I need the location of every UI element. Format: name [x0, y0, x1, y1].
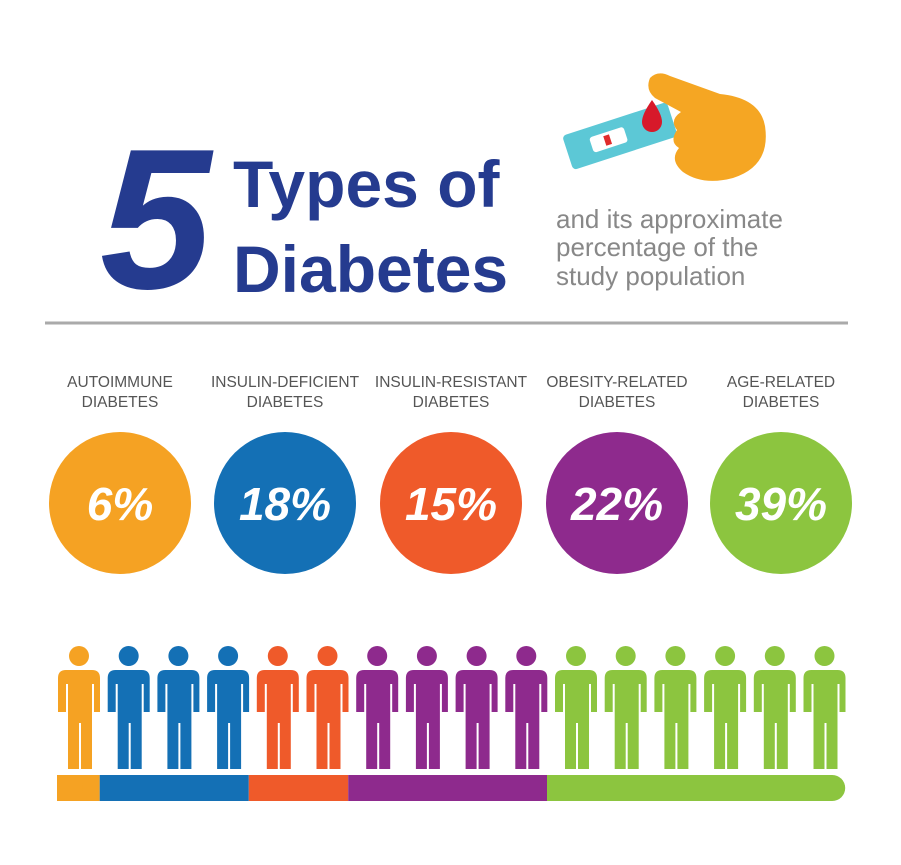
person-body — [356, 670, 399, 769]
bar-segment — [99, 775, 249, 801]
person-icon — [405, 646, 448, 769]
person-icon — [306, 646, 349, 769]
type-label: INSULIN-RESISTANT — [375, 374, 528, 391]
percent-label: 22% — [570, 478, 663, 530]
person-icon — [356, 646, 399, 769]
person-head — [764, 646, 785, 666]
percent-label: 18% — [239, 478, 331, 530]
person-body — [157, 670, 200, 769]
bar-cap — [57, 775, 83, 801]
person-head — [69, 646, 89, 666]
bar-segment — [547, 775, 833, 801]
type-label: OBESITY-RELATED — [546, 374, 687, 391]
test-strip-icon — [563, 73, 766, 181]
person-icon — [256, 646, 299, 769]
type-label: DIABETES — [82, 394, 159, 411]
big-number: 5 — [100, 108, 214, 331]
bar-segment — [248, 775, 349, 801]
type-label: DIABETES — [743, 394, 820, 411]
person-head — [615, 646, 636, 666]
person-head — [168, 646, 189, 666]
person-head — [317, 646, 338, 666]
person-icon — [505, 646, 548, 769]
person-body — [555, 670, 597, 769]
person-head — [665, 646, 686, 666]
person-head — [267, 646, 288, 666]
bar-cap — [819, 775, 846, 801]
person-icon — [58, 646, 100, 769]
person-head — [118, 646, 139, 666]
type-label: AUTOIMMUNE — [67, 374, 173, 391]
percent-label: 15% — [405, 478, 497, 530]
person-icon — [555, 646, 597, 769]
person-icon — [107, 646, 150, 769]
person-icon — [207, 646, 250, 769]
subtitle-line: and its approximate — [556, 204, 783, 234]
subtitle-line: study population — [556, 261, 745, 291]
person-head — [416, 646, 437, 666]
type-label: INSULIN-DEFICIENT — [211, 374, 360, 391]
person-head — [516, 646, 537, 666]
type-label: DIABETES — [247, 394, 324, 411]
person-body — [405, 670, 448, 769]
person-body — [604, 670, 647, 769]
person-body — [704, 670, 747, 769]
percent-circle — [710, 432, 852, 574]
percent-label: 39% — [735, 478, 827, 530]
person-icon — [654, 646, 697, 769]
person-head — [367, 646, 388, 666]
person-icon — [803, 646, 846, 769]
type-label: AGE-RELATED — [727, 374, 835, 391]
person-body — [207, 670, 250, 769]
person-icon — [604, 646, 647, 769]
percent-circle — [546, 432, 688, 574]
person-icon — [455, 646, 498, 769]
person-head — [466, 646, 487, 666]
person-head — [566, 646, 586, 666]
type-label: DIABETES — [413, 394, 490, 411]
percent-circle — [214, 432, 356, 574]
person-body — [58, 670, 100, 769]
percent-circle — [380, 432, 522, 574]
person-head — [715, 646, 736, 666]
person-body — [256, 670, 299, 769]
person-body — [654, 670, 697, 769]
person-icon — [704, 646, 747, 769]
person-icon — [753, 646, 796, 769]
person-body — [107, 670, 150, 769]
type-label: DIABETES — [579, 394, 656, 411]
percent-label: 6% — [87, 478, 153, 530]
person-body — [505, 670, 548, 769]
person-head — [814, 646, 835, 666]
title-line: Diabetes — [233, 232, 508, 306]
subtitle-line: percentage of the — [556, 232, 758, 262]
bar-segment — [348, 775, 547, 801]
person-body — [803, 670, 846, 769]
person-icon — [157, 646, 200, 769]
person-body — [306, 670, 349, 769]
percent-circle — [49, 432, 191, 574]
title-line: Types of — [233, 147, 501, 221]
person-body — [753, 670, 796, 769]
person-body — [455, 670, 498, 769]
person-head — [218, 646, 239, 666]
